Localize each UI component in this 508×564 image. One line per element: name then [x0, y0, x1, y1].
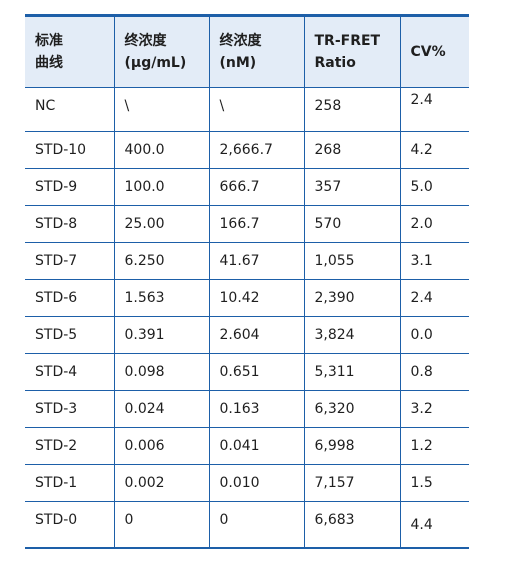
header-final-conc-nm: 终浓度 (nM) — [209, 15, 305, 88]
table-row: STD-3 0.024 0.163 6,320 3.2 — [25, 390, 469, 428]
cell-ratio: 268 — [304, 131, 401, 169]
cell-ratio: 7,157 — [304, 464, 401, 502]
table-header: 标准 曲线 终浓度 (μg/mL) 终浓度 (nM) TR-FRET Ratio CV% — [25, 15, 469, 88]
cell-cv: 2.4 — [410, 92, 433, 108]
header-standard-curve-line: 曲线 — [35, 55, 63, 71]
header-standard-curve: 标准 曲线 — [25, 15, 115, 88]
header-final-conc-nm-line: 终浓度 — [219, 33, 262, 49]
cell-conc-nm: 0.651 — [209, 353, 305, 391]
cell-cv: 1.2 — [410, 438, 433, 454]
cell-ratio: 6,320 — [304, 390, 401, 428]
table-row: STD-5 0.391 2.604 3,824 0.0 — [25, 316, 469, 354]
cell-conc-ugml: 0.002 — [114, 464, 210, 502]
cell-conc-ugml: 25.00 — [114, 205, 210, 243]
cell-conc-nm: 0.041 — [209, 427, 305, 465]
cell-cv: 3.2 — [410, 401, 433, 417]
cell-cv: 0.0 — [410, 327, 433, 343]
cell-ratio: 6,683 — [304, 501, 401, 548]
table-row: STD-0 0 0 6,683 4.4 — [25, 501, 469, 548]
header-trfret-ratio-line: Ratio — [314, 55, 356, 71]
cell-conc-nm: 2,666.7 — [209, 131, 305, 169]
header-cv: CV% — [400, 16, 469, 88]
header-final-conc-ugml-line: (μg/mL) — [124, 55, 187, 71]
cell-ratio: 3,824 — [304, 316, 401, 354]
cell-ratio: 2,390 — [304, 279, 401, 317]
cell-conc-nm: 0.163 — [209, 390, 305, 428]
cell-conc-nm: 10.42 — [209, 279, 305, 317]
cell-ratio: 570 — [304, 205, 401, 243]
table-row: STD-1 0.002 0.010 7,157 1.5 — [25, 464, 469, 502]
cell-cv: 4.4 — [410, 516, 433, 533]
cell-ratio: 6,998 — [304, 427, 401, 465]
cell-conc-ugml: 0.391 — [114, 316, 210, 354]
cell-ratio: 258 — [304, 87, 401, 132]
cell-sample: STD-1 — [25, 464, 115, 502]
cell-conc-ugml: 400.0 — [114, 131, 210, 169]
cell-sample: STD-2 — [25, 427, 115, 465]
cell-conc-ugml: 0 — [114, 501, 210, 548]
cell-conc-nm: 2.604 — [209, 316, 305, 354]
table-row: STD-2 0.006 0.041 6,998 1.2 — [25, 427, 469, 465]
table-row: STD-7 6.250 41.67 1,055 3.1 — [25, 242, 469, 280]
header-trfret-ratio: TR-FRET Ratio — [304, 15, 401, 88]
cell-conc-ugml: 100.0 — [114, 168, 210, 206]
cell-ratio: 5,311 — [304, 353, 401, 391]
cell-cv: 5.0 — [410, 179, 433, 195]
cell-conc-ugml: 0.006 — [114, 427, 210, 465]
cell-sample: STD-6 — [25, 279, 115, 317]
cell-conc-ugml: 0.098 — [114, 353, 210, 391]
cell-conc-nm: 0.010 — [209, 464, 305, 502]
header-final-conc-nm-line: (nM) — [219, 55, 257, 71]
cell-ratio: 357 — [304, 168, 401, 206]
header-standard-curve-line: 标准 — [35, 33, 63, 49]
cell-sample: STD-9 — [25, 168, 115, 206]
table-row: STD-9 100.0 666.7 357 5.0 — [25, 168, 469, 206]
cell-cv: 2.0 — [410, 216, 433, 232]
header-final-conc-ugml: 终浓度 (μg/mL) — [114, 15, 210, 88]
cell-conc-nm: 166.7 — [209, 205, 305, 243]
cell-conc-nm: 41.67 — [209, 242, 305, 280]
cell-cv: 1.5 — [410, 475, 433, 491]
data-table-container: 标准 曲线 终浓度 (μg/mL) 终浓度 (nM) TR-FRET Ratio CV% NC \… — [25, 14, 469, 549]
standard-curve-table: 标准 曲线 终浓度 (μg/mL) 终浓度 (nM) TR-FRET Ratio CV% NC \… — [25, 14, 469, 549]
cell-sample: NC — [25, 87, 115, 132]
cell-conc-nm: 666.7 — [209, 168, 305, 206]
table-row: STD-8 25.00 166.7 570 2.0 — [25, 205, 469, 243]
cell-sample: STD-7 — [25, 242, 115, 280]
cell-sample: STD-10 — [25, 131, 115, 169]
cell-sample: STD-8 — [25, 205, 115, 243]
table-row: STD-4 0.098 0.651 5,311 0.8 — [25, 353, 469, 391]
table-body: NC \ \ 258 2.4 STD-10 400.0 2,666.7 268 4.2 STD-9 1… — [25, 87, 469, 548]
cell-sample: STD-0 — [25, 501, 115, 548]
table-row: NC \ \ 258 2.4 — [25, 87, 469, 132]
header-final-conc-ugml-line: 终浓度 — [124, 33, 167, 49]
cell-conc-ugml: 6.250 — [114, 242, 210, 280]
cell-conc-nm: 0 — [209, 501, 305, 548]
cell-conc-ugml: 0.024 — [114, 390, 210, 428]
cell-sample: STD-4 — [25, 353, 115, 391]
cell-conc-ugml: 1.563 — [114, 279, 210, 317]
cell-conc-ugml: \ — [114, 87, 210, 132]
cell-cv: 0.8 — [410, 364, 433, 380]
cell-conc-nm: \ — [209, 87, 305, 132]
header-row: 标准 曲线 终浓度 (μg/mL) 终浓度 (nM) TR-FRET Ratio CV% — [25, 15, 469, 88]
cell-cv: 2.4 — [410, 290, 433, 306]
cell-sample: STD-5 — [25, 316, 115, 354]
header-trfret-ratio-line: TR-FRET — [314, 33, 381, 49]
cell-ratio: 1,055 — [304, 242, 401, 280]
table-row: STD-10 400.0 2,666.7 268 4.2 — [25, 131, 469, 169]
table-row: STD-6 1.563 10.42 2,390 2.4 — [25, 279, 469, 317]
cell-cv: 3.1 — [410, 253, 433, 269]
header-cv-line: CV% — [410, 44, 446, 60]
cell-sample: STD-3 — [25, 390, 115, 428]
cell-cv: 4.2 — [410, 142, 433, 158]
